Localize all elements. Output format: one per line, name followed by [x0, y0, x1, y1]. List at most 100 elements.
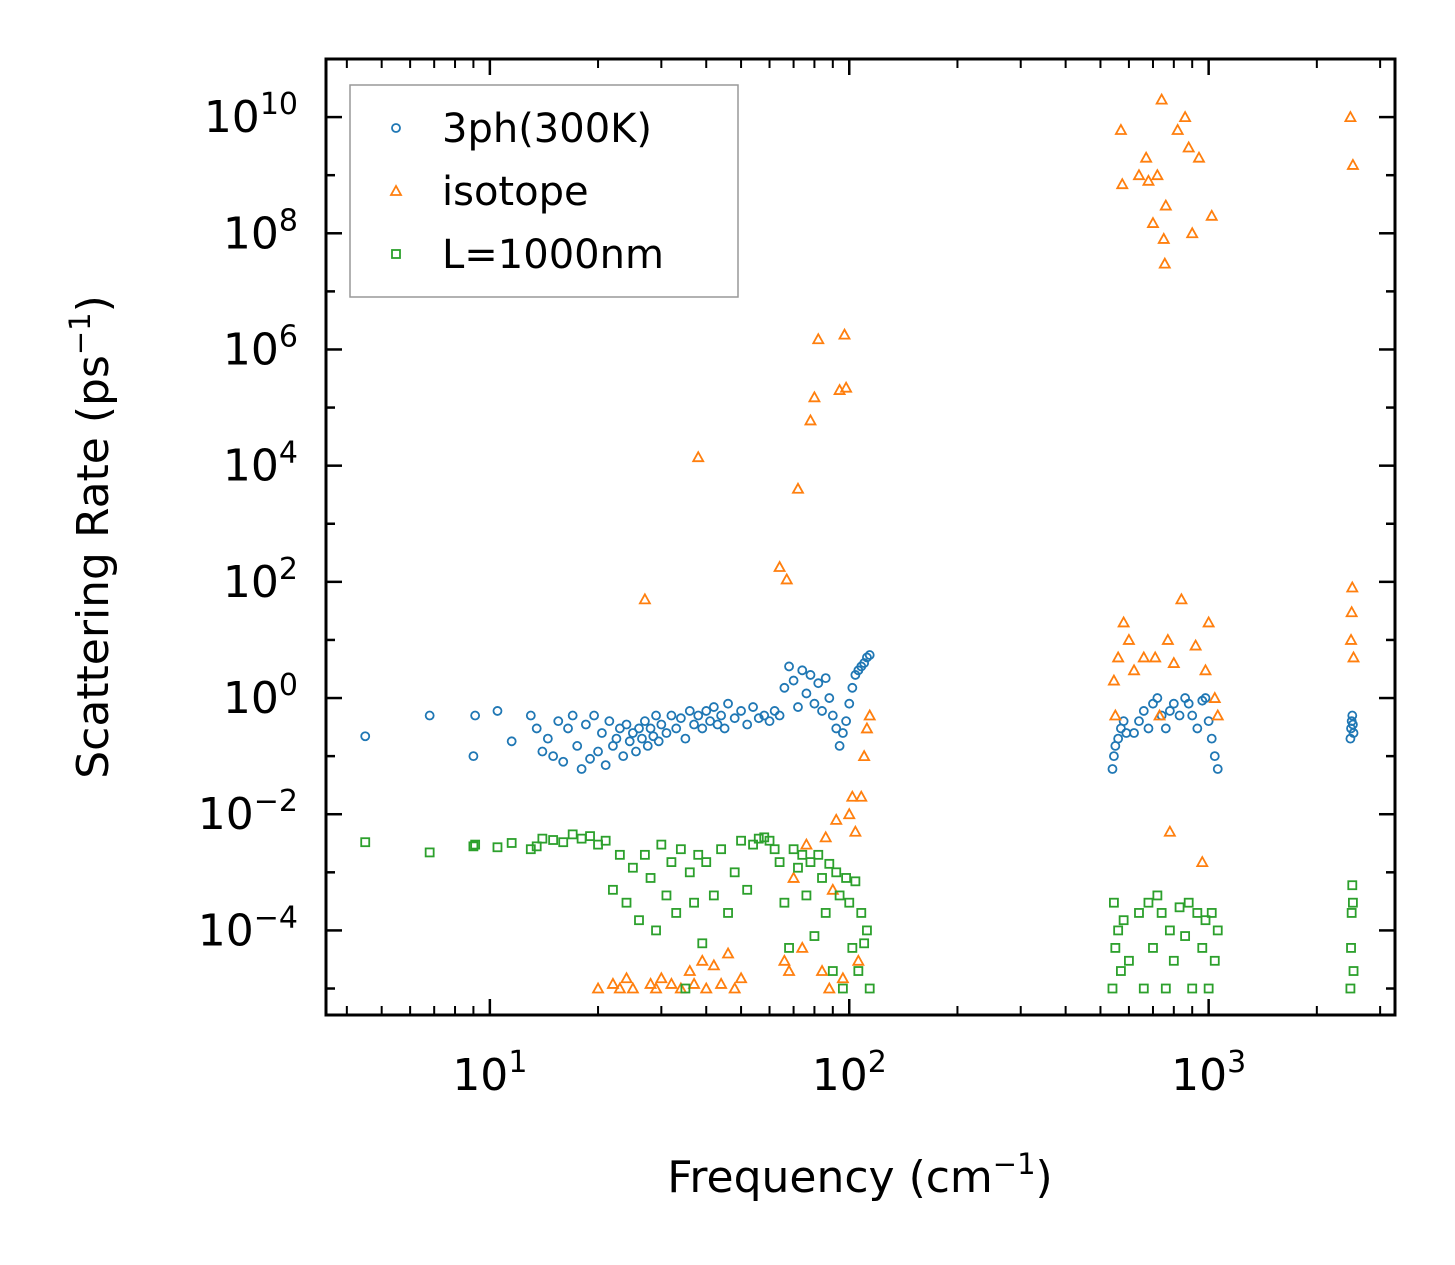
point-3ph-16	[576, 764, 587, 774]
point-isotope-87	[1345, 605, 1359, 618]
point-isotope-68	[1159, 198, 1173, 211]
point-3ph-66	[779, 682, 790, 693]
y-tick-label: 1010	[204, 87, 298, 143]
point-isotope-21	[773, 560, 787, 572]
point-isotope-32	[815, 964, 829, 976]
point-boundary-32	[693, 849, 704, 860]
point-3ph-81	[837, 728, 848, 738]
x-tick-label: 101	[452, 1045, 527, 1101]
point-isotope-77	[1189, 638, 1203, 651]
point-boundary-37	[723, 908, 733, 918]
legend-marker-boundary	[391, 249, 401, 259]
point-isotope-64	[1152, 708, 1167, 721]
point-boundary-70	[862, 925, 872, 936]
point-3ph-107	[1168, 698, 1179, 709]
x-tick-label: 103	[1171, 1045, 1246, 1101]
point-boundary-93	[1197, 943, 1208, 953]
point-3ph-11	[553, 716, 564, 727]
y-tick-label-exp: −4	[254, 900, 298, 935]
point-3ph-0	[360, 731, 371, 742]
point-boundary-81	[1143, 897, 1154, 908]
point-3ph-18	[585, 753, 595, 764]
point-3ph-65	[774, 710, 785, 721]
point-isotope-22	[777, 953, 791, 966]
y-tick-label-base: 10	[198, 905, 254, 956]
point-isotope-30	[807, 390, 821, 403]
point-3ph-14	[567, 710, 578, 721]
point-boundary-67	[853, 966, 864, 976]
point-3ph-52	[708, 702, 719, 712]
point-isotope-51	[1111, 650, 1125, 663]
point-3ph-23	[604, 716, 615, 727]
point-boundary-80	[1138, 983, 1149, 994]
point-isotope-23	[780, 572, 794, 585]
point-3ph-46	[684, 706, 695, 716]
point-isotope-58	[1137, 650, 1151, 663]
point-isotope-4	[626, 981, 640, 994]
point-isotope-33	[819, 830, 833, 843]
y-tick-label-base: 10	[223, 208, 279, 259]
y-tick-label-exp: −2	[254, 784, 298, 819]
x-tick-label: 102	[812, 1045, 887, 1101]
point-boundary-87	[1168, 955, 1179, 966]
point-3ph-56	[723, 698, 733, 709]
point-3ph-21	[597, 728, 607, 738]
point-isotope-5	[638, 592, 652, 605]
point-3ph-75	[817, 706, 827, 716]
point-isotope-72	[1171, 123, 1185, 135]
point-boundary-11	[567, 829, 578, 840]
point-boundary-49	[788, 844, 799, 855]
point-isotope-17	[714, 977, 728, 989]
point-isotope-40	[839, 380, 853, 393]
point-3ph-27	[618, 751, 629, 762]
point-3ph-101	[1143, 723, 1154, 734]
point-3ph-32	[634, 723, 644, 734]
x-tick-label-base: 10	[812, 1050, 868, 1101]
point-3ph-69	[793, 702, 803, 712]
point-boundary-33	[697, 938, 708, 949]
point-3ph-2	[468, 751, 479, 762]
point-3ph-110	[1183, 698, 1194, 709]
plot-marks	[360, 92, 1361, 994]
point-isotope-61	[1146, 216, 1160, 228]
point-3ph-12	[558, 756, 569, 767]
y-tick-label-exp: 6	[279, 319, 298, 354]
point-boundary-28	[675, 844, 686, 855]
legend-markers	[389, 123, 403, 259]
point-3ph-83	[844, 698, 855, 709]
point-isotope-62	[1148, 650, 1162, 663]
point-boundary-64	[844, 897, 855, 908]
point-isotope-42	[845, 789, 859, 802]
point-isotope-26	[791, 481, 805, 494]
point-boundary-74	[1110, 943, 1121, 953]
point-3ph-94	[1113, 733, 1124, 744]
point-3ph-33	[637, 733, 647, 744]
point-boundary-13	[585, 831, 595, 842]
point-3ph-79	[831, 723, 842, 734]
point-isotope-73	[1174, 592, 1188, 605]
point-boundary-26	[666, 857, 677, 867]
point-isotope-65	[1155, 92, 1169, 105]
point-boundary-91	[1187, 983, 1198, 994]
y-tick-label-base: 10	[198, 789, 254, 840]
point-boundary-22	[645, 873, 656, 883]
point-3ph-114	[1200, 693, 1211, 703]
point-3ph-71	[801, 688, 812, 699]
point-3ph-115	[1203, 716, 1214, 727]
legend-marker-isotope	[389, 184, 403, 196]
point-isotope-79	[1195, 855, 1209, 867]
series-boundary	[360, 829, 1359, 994]
point-boundary-56	[817, 873, 827, 883]
point-boundary-1	[424, 847, 435, 858]
point-boundary-102	[1347, 880, 1358, 891]
series-3ph	[360, 650, 1359, 774]
point-isotope-29	[803, 413, 818, 426]
point-isotope-35	[826, 882, 840, 895]
point-boundary-97	[1209, 955, 1220, 966]
legend-label-boundary: L=1000nm	[442, 232, 664, 278]
point-isotope-74	[1178, 110, 1192, 122]
point-isotope-8	[654, 971, 668, 984]
point-boundary-5	[506, 838, 517, 848]
point-isotope-78	[1192, 150, 1206, 163]
point-boundary-48	[784, 943, 794, 953]
